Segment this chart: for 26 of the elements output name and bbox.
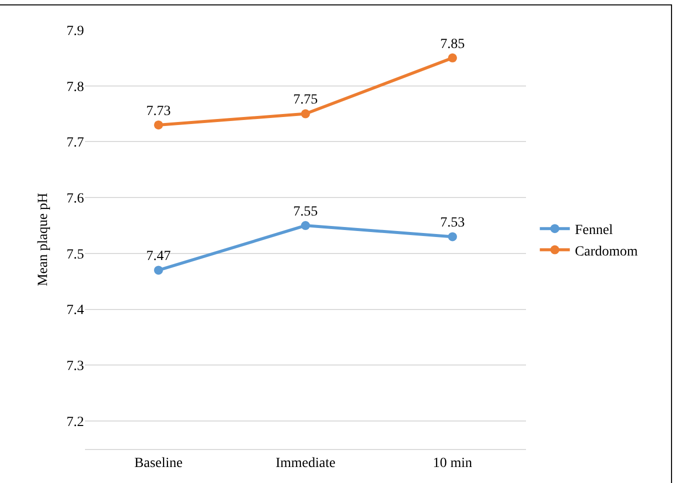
y-tick-label: 7.8 (66, 80, 84, 95)
data-label: 7.75 (293, 92, 318, 108)
y-tick-label: 7.9 (66, 24, 84, 39)
data-label: 7.47 (146, 249, 171, 264)
x-tick-label: 10 min (432, 456, 472, 471)
legend-label: Cardomom (574, 244, 638, 260)
point (301, 221, 310, 230)
y-tick-label: 7.4 (66, 303, 84, 318)
x-tick-label: Immediate (276, 456, 336, 471)
data-label: 7.73 (146, 104, 171, 119)
point (301, 109, 310, 118)
point (448, 232, 457, 242)
point (154, 266, 163, 275)
point (448, 53, 457, 62)
y-tick-label: 7.2 (66, 414, 84, 430)
y-axis-title: Mean plaque pH (36, 192, 52, 286)
legend-label: Fennel (574, 223, 614, 238)
data-label: 7.85 (440, 36, 465, 52)
y-tick-label: 7.3 (66, 359, 84, 374)
y-tick-label: 7.5 (66, 247, 84, 262)
y-tick-label: 7.6 (66, 192, 84, 206)
x-tick-label: Baseline (134, 456, 183, 471)
data-label: 7.55 (293, 204, 318, 220)
data-label: 7.53 (440, 216, 465, 231)
point (154, 120, 163, 130)
y-tick-label: 7.7 (66, 136, 84, 151)
